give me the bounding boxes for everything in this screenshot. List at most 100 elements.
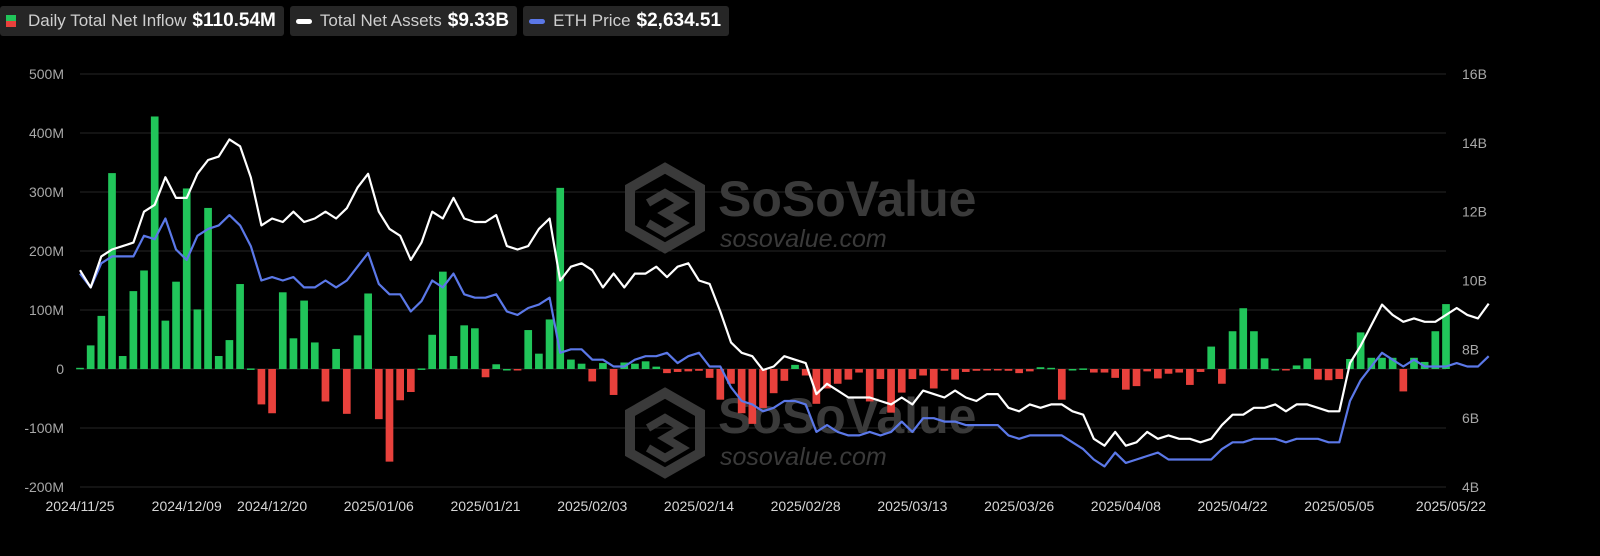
inflow-bar-negative — [1218, 369, 1226, 384]
inflow-bar-negative — [385, 369, 394, 462]
inflow-bar-negative — [737, 369, 746, 414]
legend-price-label: ETH Price — [553, 11, 631, 30]
watermarks: SoSoValue sosovalue.com SoSoValue sosova… — [625, 162, 976, 479]
inflow-bar-negative — [972, 369, 981, 371]
inflow-bar-negative — [887, 369, 895, 413]
inflow-bar-positive — [289, 338, 298, 369]
inflow-bar-positive — [567, 359, 575, 369]
left-tick-label: 300M — [29, 184, 64, 200]
inflow-bar-positive — [1079, 368, 1087, 370]
inflow-bar-negative — [993, 369, 1002, 371]
inflow-bar-positive — [1068, 369, 1077, 371]
inflow-bar-positive — [1260, 358, 1269, 369]
inflow-bar-positive — [1239, 308, 1248, 369]
inflow-bar-negative — [855, 369, 863, 373]
inflow-bar-negative — [1089, 369, 1098, 373]
inflow-bar-positive — [492, 364, 501, 369]
inflow-bar-negative — [268, 369, 276, 414]
inflow-bar-negative — [1122, 369, 1130, 390]
inflow-bar-positive — [631, 363, 639, 369]
inflow-bar-negative — [396, 369, 404, 401]
legend-eth-price[interactable]: ETH Price $2,634.51 — [523, 6, 730, 36]
inflow-bar-negative — [833, 369, 842, 384]
inflow-bar-positive — [76, 367, 84, 370]
right-tick-label: 6B — [1462, 410, 1479, 426]
inflow-bar-positive — [1207, 346, 1216, 369]
legend-total-net-assets[interactable]: Total Net Assets $9.33B — [289, 6, 518, 36]
left-tick-label: 200M — [29, 243, 64, 259]
inflow-bar-negative — [748, 369, 757, 424]
inflow-bar-positive — [364, 293, 372, 369]
inflow-bar-negative — [823, 369, 831, 389]
inflow-bar-positive — [118, 356, 127, 369]
inflow-bar-negative — [1132, 369, 1141, 387]
inflow-bar-negative — [1324, 369, 1333, 381]
left-tick-label: 500M — [29, 66, 64, 82]
inflow-bar-positive — [1442, 304, 1450, 369]
inflow-bar-negative — [342, 369, 351, 414]
inflow-bar-negative — [865, 369, 874, 402]
inflow-bar-negative — [929, 369, 938, 389]
x-tick-label: 2025/03/26 — [984, 498, 1054, 514]
inflow-swatch-icon — [6, 15, 16, 27]
x-tick-label: 2024/11/25 — [45, 498, 114, 514]
inflow-bar-negative — [663, 369, 671, 374]
inflow-bar-positive — [214, 356, 223, 369]
inflow-bar-positive — [535, 353, 543, 369]
x-tick-label: 2025/01/21 — [450, 498, 520, 514]
inflow-bar-negative — [716, 369, 725, 400]
inflow-bar-negative — [406, 369, 415, 393]
inflow-bar-positive — [1431, 331, 1440, 369]
right-tick-label: 16B — [1462, 66, 1487, 82]
x-tick-label: 2025/05/05 — [1304, 498, 1374, 514]
series-lines — [79, 138, 1490, 468]
inflow-bar-positive — [641, 361, 650, 369]
right-tick-label: 10B — [1462, 273, 1487, 289]
grid-lines — [80, 73, 1446, 488]
inflow-bar-positive — [300, 300, 308, 369]
inflow-bar-positive — [140, 270, 148, 369]
inflow-bar-negative — [1015, 369, 1023, 374]
x-tick-label: 2025/05/22 — [1416, 498, 1486, 514]
inflow-bar-negative — [1164, 369, 1173, 374]
legend-daily-inflow[interactable]: Daily Total Net Inflow $110.54M — [0, 6, 284, 36]
watermark-bottom: SoSoValue sosovalue.com — [625, 387, 976, 479]
inflow-bar-positive — [353, 335, 362, 369]
inflow-bar-negative — [897, 369, 906, 393]
inflow-bar-negative — [513, 369, 522, 371]
x-tick-label: 2024/12/09 — [152, 498, 222, 514]
x-tick-label: 2025/04/08 — [1091, 498, 1161, 514]
right-tick-label: 8B — [1462, 341, 1479, 357]
inflow-bar-positive — [97, 315, 106, 369]
legend-inflow-value: $110.54M — [192, 10, 276, 31]
left-tick-label: 0 — [56, 361, 64, 377]
inflow-bar-negative — [780, 369, 789, 381]
inflow-bar-negative — [1196, 369, 1205, 372]
inflow-bar-negative — [609, 369, 618, 395]
inflow-bar-negative — [705, 369, 714, 378]
inflow-bar-positive — [182, 188, 191, 369]
watermark-site: sosovalue.com — [720, 225, 887, 253]
inflow-bar-negative — [1175, 369, 1184, 373]
inflow-bar-positive — [577, 363, 586, 369]
watermark-brand: SoSoValue — [718, 171, 976, 227]
inflow-bar-positive — [791, 364, 799, 369]
inflow-bar-negative — [1100, 369, 1109, 373]
inflow-bar-positive — [1388, 357, 1397, 369]
inflow-bar-positive — [1292, 365, 1301, 369]
inflow-bar-negative — [1282, 369, 1290, 371]
inflow-bars — [76, 116, 1450, 462]
inflow-bar-negative — [951, 369, 959, 380]
watermark-top: SoSoValue sosovalue.com — [625, 162, 976, 254]
inflow-bar-negative — [983, 369, 991, 371]
inflow-bar-positive — [310, 342, 319, 369]
x-tick-label: 2025/04/22 — [1198, 498, 1268, 514]
inflow-bar-negative — [1314, 369, 1322, 380]
inflow-bar-positive — [278, 292, 287, 369]
inflow-bar-negative — [812, 369, 821, 404]
inflow-bar-positive — [1303, 358, 1312, 369]
inflow-bar-negative — [919, 369, 927, 376]
inflow-bar-negative — [1004, 369, 1013, 371]
inflow-bar-positive — [1367, 357, 1376, 369]
